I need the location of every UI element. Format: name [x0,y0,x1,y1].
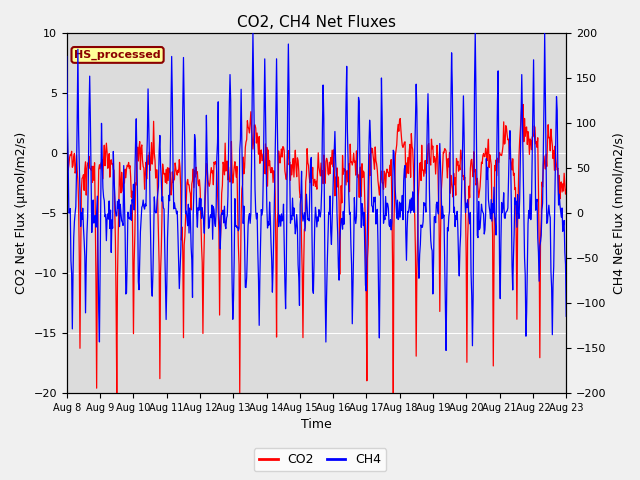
X-axis label: Time: Time [301,419,332,432]
Y-axis label: CH4 Net Flux (nmol/m2/s): CH4 Net Flux (nmol/m2/s) [612,132,625,294]
Text: HS_processed: HS_processed [74,50,161,60]
Y-axis label: CO2 Net Flux (μmol/m2/s): CO2 Net Flux (μmol/m2/s) [15,132,28,294]
Legend: CO2, CH4: CO2, CH4 [253,448,387,471]
Title: CO2, CH4 Net Fluxes: CO2, CH4 Net Fluxes [237,15,396,30]
